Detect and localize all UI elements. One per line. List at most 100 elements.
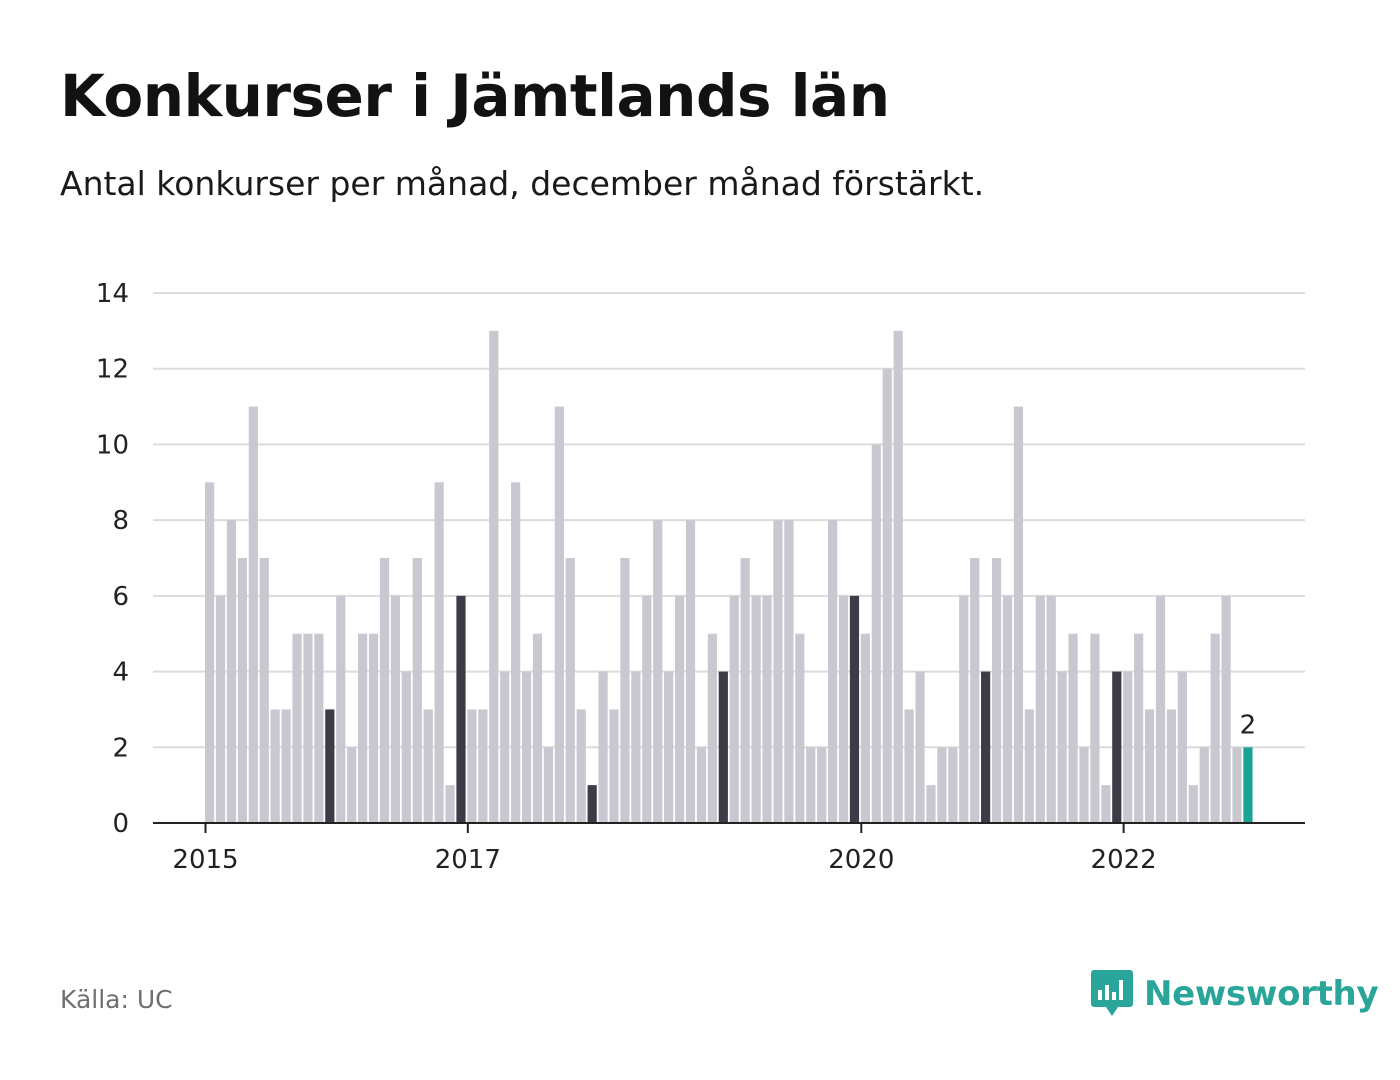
bar [521, 671, 532, 823]
bar [609, 709, 619, 823]
brand-name: Newsworthy [1144, 974, 1379, 1014]
bar [948, 747, 958, 823]
bar [1057, 671, 1067, 823]
bar [915, 671, 925, 823]
bar [817, 747, 827, 823]
bar [325, 709, 335, 823]
bar [259, 558, 269, 823]
bar [401, 671, 411, 823]
source-note: Källa: UC [60, 985, 173, 1014]
bar [718, 671, 728, 823]
bar [893, 330, 903, 823]
x-tick-label: 2015 [172, 845, 238, 875]
y-tick-label: 0 [112, 809, 129, 839]
bar [707, 633, 717, 823]
bar [773, 520, 783, 823]
bar [1123, 671, 1133, 823]
bar [554, 406, 564, 823]
bar [543, 747, 554, 823]
bar [828, 520, 838, 823]
bar [215, 595, 226, 823]
bar [1101, 785, 1111, 823]
bar [368, 633, 379, 823]
bar [478, 709, 488, 823]
bar [937, 747, 947, 823]
bar [653, 520, 663, 823]
bar [1144, 709, 1155, 823]
bar [904, 709, 914, 823]
bar [1002, 595, 1013, 823]
bar [237, 558, 247, 823]
bar [784, 520, 794, 823]
bar [423, 709, 433, 823]
bar [849, 595, 860, 823]
bar [226, 520, 237, 823]
x-tick-label: 2022 [1091, 845, 1157, 875]
bar [1232, 747, 1242, 823]
bar [511, 482, 521, 823]
bar [303, 633, 313, 823]
bar [456, 595, 466, 823]
bar [871, 444, 881, 823]
bar [1079, 747, 1089, 823]
bar [806, 747, 816, 823]
bar [860, 633, 870, 823]
brand-logo[interactable]: Newsworthy [1090, 968, 1379, 1020]
bar [1210, 633, 1220, 823]
bar [292, 633, 302, 823]
bar [379, 558, 390, 823]
bar [685, 520, 696, 823]
y-tick-label: 12 [96, 355, 129, 385]
bar [1166, 709, 1177, 823]
bar [1112, 671, 1122, 823]
bar [1243, 747, 1253, 823]
y-tick-label: 4 [112, 658, 129, 688]
bar [751, 595, 761, 823]
bar [489, 330, 499, 823]
bar [358, 633, 368, 823]
bar [620, 558, 630, 823]
bar [740, 558, 750, 823]
bar [970, 558, 980, 823]
bar [336, 595, 346, 823]
bar [1024, 709, 1034, 823]
bar [1134, 633, 1144, 823]
bar [674, 595, 685, 823]
bar [642, 595, 652, 823]
bar [1035, 595, 1045, 823]
bar [500, 671, 510, 823]
bar [1155, 595, 1166, 823]
bar [598, 671, 608, 823]
bar [205, 482, 215, 823]
bar [838, 595, 849, 823]
bar [1188, 785, 1198, 823]
bar [445, 785, 455, 823]
bar [314, 633, 324, 823]
y-tick-label: 2 [112, 733, 129, 763]
bar [882, 368, 892, 823]
chart-subtitle: Antal konkurser per månad, december måna… [60, 164, 985, 203]
bar [1177, 671, 1187, 823]
bar [467, 709, 477, 823]
bar [1221, 595, 1231, 823]
y-tick-label: 8 [112, 506, 129, 536]
bar [347, 747, 357, 823]
bar [565, 558, 575, 823]
bar [795, 633, 805, 823]
bar [1090, 633, 1100, 823]
bar [762, 595, 772, 823]
chart-title: Konkurser i Jämtlands län [60, 62, 890, 130]
bar [1046, 595, 1056, 823]
y-tick-label: 14 [96, 279, 129, 309]
bar [981, 671, 991, 823]
bar [270, 709, 280, 823]
y-tick-label: 6 [112, 582, 129, 612]
x-tick-label: 2017 [435, 845, 501, 875]
y-tick-label: 10 [96, 430, 129, 460]
bar [696, 747, 707, 823]
bar [926, 785, 936, 823]
data-label-last: 2 [1240, 710, 1257, 740]
bar [1068, 633, 1078, 823]
bar [664, 671, 674, 823]
newsworthy-logo-icon [1091, 970, 1133, 1016]
